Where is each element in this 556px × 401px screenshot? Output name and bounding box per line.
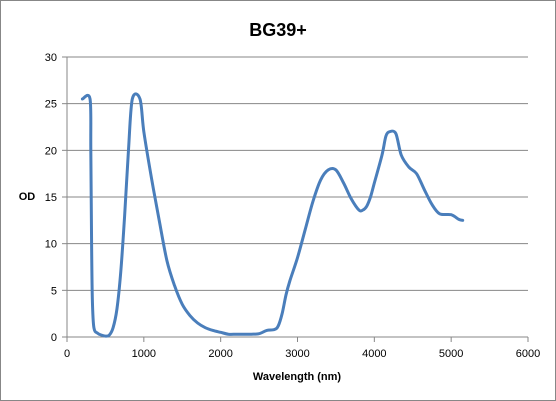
x-tick-label: 1000 (132, 348, 156, 360)
x-tick-label: 0 (64, 348, 70, 360)
x-axis-title: Wavelength (nm) (253, 371, 342, 383)
y-axis-title: OD (19, 191, 36, 203)
y-tick-label: 10 (45, 239, 57, 251)
gridlines (67, 56, 528, 291)
x-tick-label: 5000 (439, 348, 463, 360)
x-tick-label: 3000 (285, 348, 309, 360)
y-tick-label: 20 (45, 145, 57, 157)
y-tick-label: 0 (51, 332, 57, 344)
x-tick-label: 2000 (208, 348, 232, 360)
series-line-0 (80, 92, 465, 338)
y-tick-label: 30 (45, 52, 57, 64)
x-tick-label: 6000 (516, 348, 540, 360)
y-tick-label: 5 (51, 285, 57, 297)
series-group (80, 92, 465, 338)
x-axis-ticks: 0 1000 2000 3000 4000 5000 6000 (64, 337, 540, 360)
y-tick-label: 15 (45, 192, 57, 204)
y-tick-label: 25 (45, 99, 57, 111)
x-tick-label: 4000 (362, 348, 386, 360)
y-axis-ticks: 0 5 10 15 20 25 30 (45, 52, 67, 344)
chart-title: BG39+ (249, 20, 307, 40)
